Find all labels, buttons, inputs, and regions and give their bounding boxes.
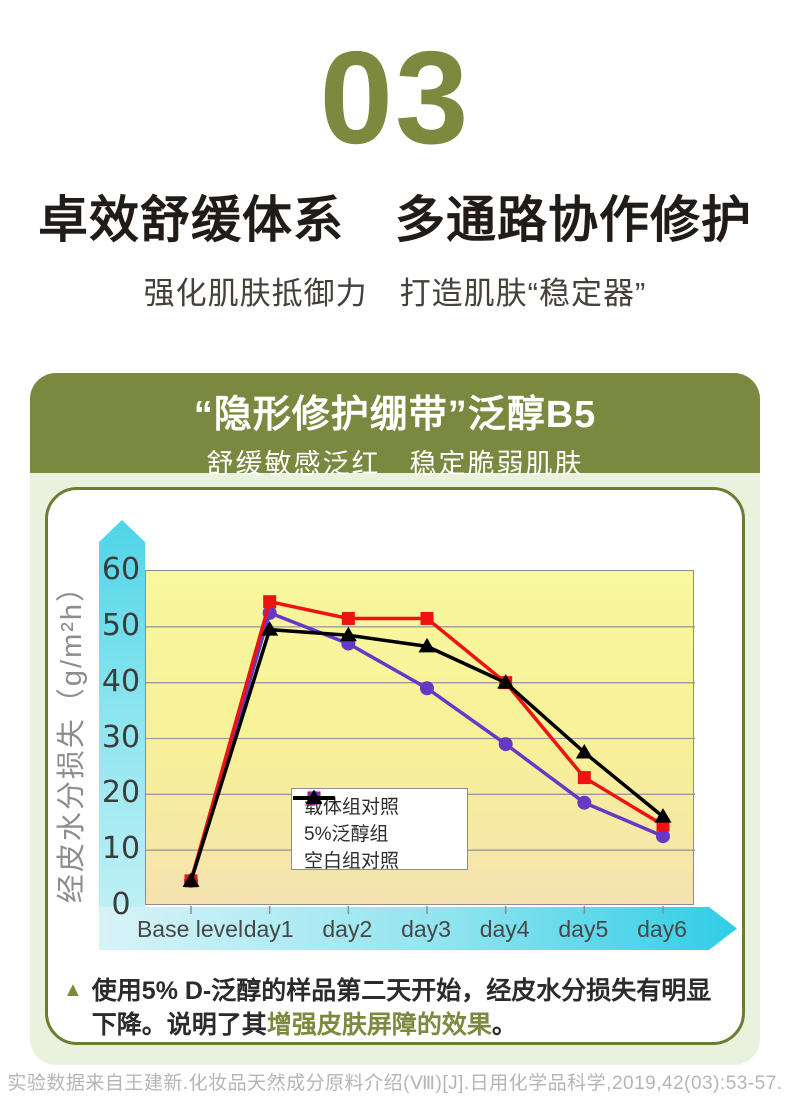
y-tick-label: 0 [111,887,131,922]
page-header: 03 卓效舒缓体系 多通路协作修护 强化肌肤抵御力 打造肌肤“稳定器” [0,0,790,313]
y-tick-label: 50 [101,607,141,643]
chart-card: 经皮水分损失（g/m²h） 60 50 40 30 20 10 0 载体组对照 5%泛醇组空白… [45,487,745,1045]
content-panel: “隐形修护绷带”泛醇B5 舒缓敏感泛红 稳定脆弱肌肤 经皮水分损失（g/m²h）… [30,373,760,1065]
x-tick-label: day4 [479,916,530,942]
page-subtitle: 强化肌肤抵御力 打造肌肤“稳定器” [143,276,647,311]
note-highlight: 增强皮肤屏障的效果 [266,1011,492,1039]
x-tick-label: day2 [322,916,373,942]
x-tick-label: day1 [243,916,294,942]
y-axis-arrow-band [99,520,145,950]
legend-item: 空白组对照 [293,789,461,873]
x-tick-label: day5 [558,916,609,942]
legend-label: 空白组对照 [304,851,400,872]
banner-title: “隐形修护绷带”泛醇B5 [193,394,597,436]
banner-subtitle: 舒缓敏感泛红 稳定脆弱肌肤 [206,449,584,479]
legend-label: 载体组对照 [304,797,400,818]
y-tick-label: 20 [101,775,141,811]
panel-body: 经皮水分损失（g/m²h） 60 50 40 30 20 10 0 载体组对照 5%泛醇组空白… [30,473,760,1065]
y-tick-label: 10 [101,831,141,867]
banner: “隐形修护绷带”泛醇B5 舒缓敏感泛红 稳定脆弱肌肤 [30,373,760,479]
line-chart: 经皮水分损失（g/m²h） 60 50 40 30 20 10 0 载体组对照 5%泛醇组空白… [48,490,742,964]
legend-marker-icon [293,789,335,804]
chart-legend: 载体组对照 5%泛醇组空白组对照 [291,788,468,873]
x-axis-arrow-band [99,907,737,950]
legend-label: 5%泛醇组 [304,824,389,845]
y-tick-label: 30 [101,719,141,755]
y-tick-label: 60 [101,552,141,587]
x-tick-label: day3 [401,916,451,942]
page-title: 卓效舒缓体系 多通路协作修护 [38,192,752,248]
y-tick-label: 40 [101,663,141,699]
citation: 实验数据来自王建新.化妆品天然成分原料介绍(Ⅷ)[J].日用化学品科学,2019… [7,1073,783,1094]
x-tick-label: day6 [637,916,687,942]
triangle-bullet-icon: ▲ [63,979,83,1001]
section-number: 03 [319,24,471,171]
plot-area: 载体组对照 5%泛醇组空白组对照 [145,570,695,914]
y-axis-title: 经皮水分损失（g/m²h） [56,570,88,904]
x-tick-label: Base level [136,916,244,942]
legend-item: 5%泛醇组 [293,791,461,846]
chart-note: ▲ 使用5% D-泛醇的样品第二天开始，经皮水分损失有明显下降。说明了其增强皮肤… [63,974,722,1042]
note-text: 使用5% D-泛醇的样品第二天开始，经皮水分损失有明显下降。说明了其增强皮肤屏障… [91,977,712,1039]
